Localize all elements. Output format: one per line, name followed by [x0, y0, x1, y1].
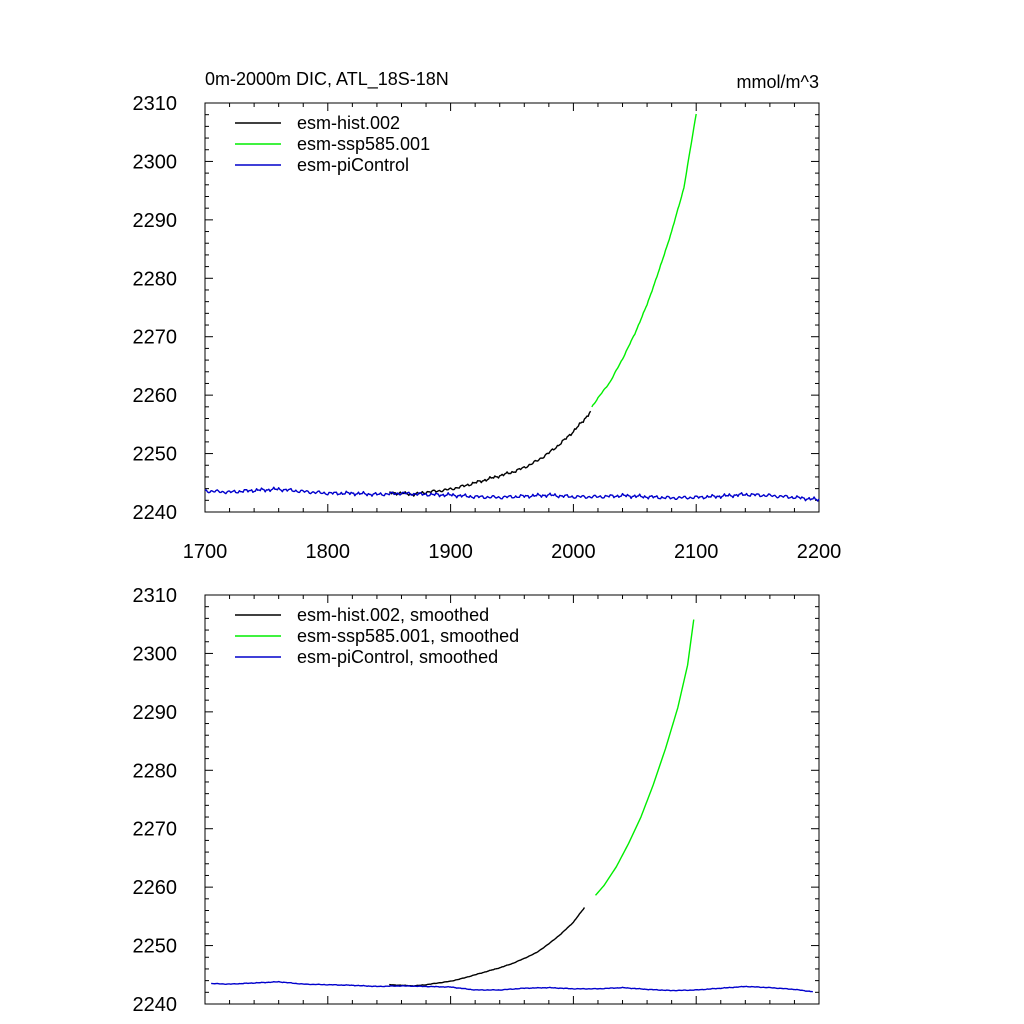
legend-label-1: esm-ssp585.001	[297, 134, 430, 154]
series-line-1	[594, 619, 695, 896]
series-line-2	[211, 980, 813, 993]
y-tick-label: 2270	[133, 819, 178, 841]
series-line-0	[389, 907, 586, 987]
y-tick-label: 2300	[133, 151, 178, 173]
top-panel: 2240 2250 2260 2270 2280 2290 2300 2310 1700 1800…	[133, 69, 842, 563]
series-line-1	[591, 113, 697, 408]
plot-frame	[204, 594, 820, 1005]
y-tick-label: 2290	[133, 702, 178, 724]
x-tick-label: 2200	[797, 541, 842, 563]
chart-title: 0m-2000m DIC, ATL_18S-18N	[205, 69, 449, 90]
x-tick-label: 1900	[428, 541, 473, 563]
y-tick-label: 2260	[133, 385, 178, 407]
units-label: mmol/m^3	[737, 72, 819, 92]
series-line-0	[389, 410, 592, 497]
y-tick-label: 2290	[133, 210, 178, 232]
y-tick-label: 2250	[133, 444, 178, 466]
plot-frame	[204, 102, 820, 513]
legend-label-1: esm-ssp585.001, smoothed	[297, 626, 519, 646]
y-tick-label: 2240	[133, 994, 178, 1016]
legend-label-0: esm-hist.002	[297, 113, 400, 133]
bottom-panel: 2240 2250 2260 2270 2280 2290 2300 2310 esm-hist…	[133, 585, 820, 1016]
y-tick-label: 2280	[133, 760, 178, 782]
legend-label-0: esm-hist.002, smoothed	[297, 605, 489, 625]
y-tick-label: 2270	[133, 327, 178, 349]
legend-label-2: esm-piControl	[297, 155, 409, 175]
y-tick-label: 2300	[133, 643, 178, 665]
x-tick-label: 1700	[183, 541, 228, 563]
legend-label-2: esm-piControl, smoothed	[297, 647, 498, 667]
y-tick-label: 2260	[133, 877, 178, 899]
x-tick-label: 1800	[306, 541, 351, 563]
y-tick-label: 2310	[133, 93, 178, 115]
y-tick-label: 2250	[133, 936, 178, 958]
x-tick-label: 2100	[674, 541, 719, 563]
y-tick-label: 2280	[133, 268, 178, 290]
y-tick-label: 2310	[133, 585, 178, 607]
y-tick-label: 2240	[133, 502, 178, 524]
x-tick-label: 2000	[551, 541, 596, 563]
series-line-2	[204, 486, 820, 502]
